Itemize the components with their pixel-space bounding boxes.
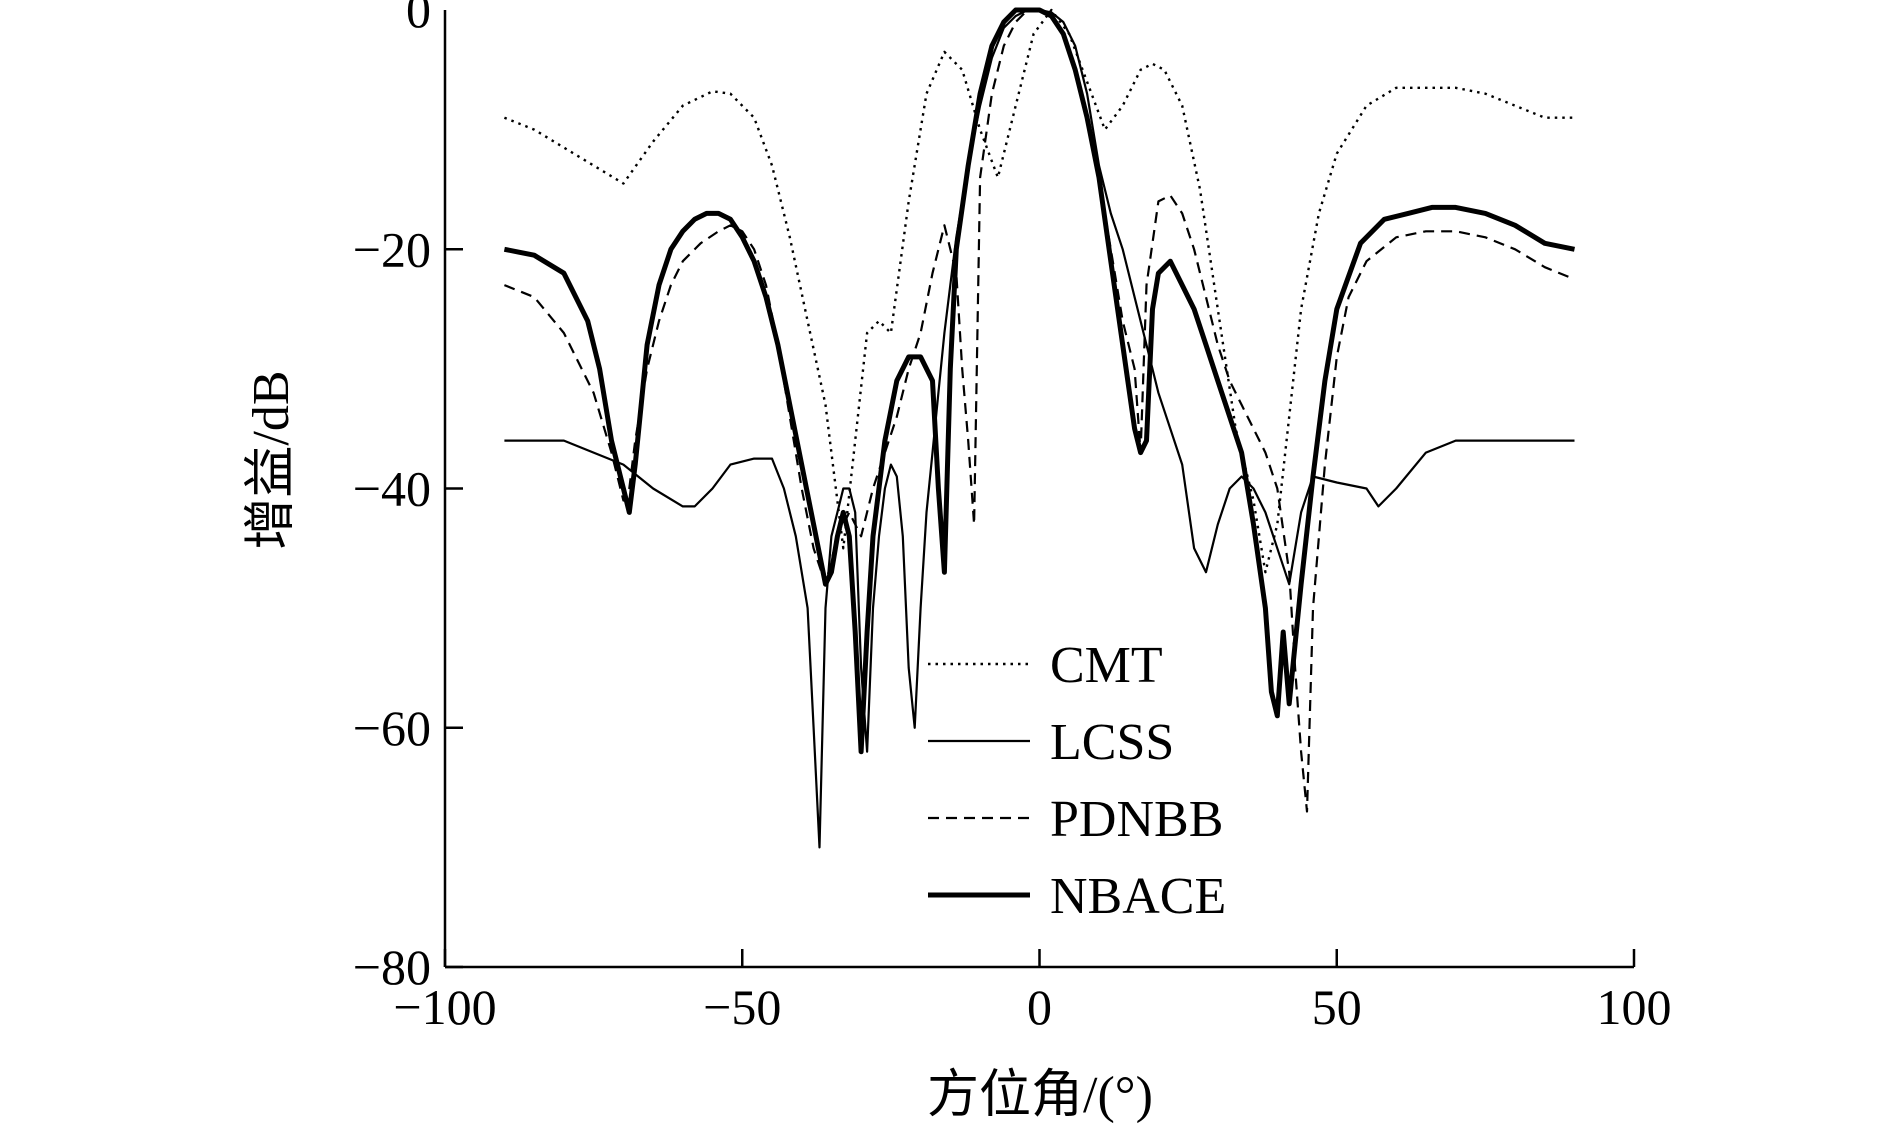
legend-label-nbace: NBACE bbox=[1050, 868, 1226, 925]
series-lines bbox=[503, 7, 1575, 849]
y-tick-label: 0 bbox=[406, 0, 431, 38]
series-line-nbace bbox=[503, 7, 1575, 755]
x-tick-label: −50 bbox=[703, 979, 781, 1035]
x-tick-label: 50 bbox=[1312, 979, 1362, 1035]
x-tick-label: 0 bbox=[1027, 979, 1052, 1035]
legend-label-pdnbb: PDNBB bbox=[1050, 791, 1223, 848]
series-line-pdnbb bbox=[503, 8, 1575, 813]
legend-label-lcss: LCSS bbox=[1050, 714, 1174, 771]
legend: CMT LCSS PDNBB NBACE bbox=[928, 637, 1226, 925]
y-tick-label: −20 bbox=[353, 221, 431, 277]
y-axis-title: 增益/dB bbox=[243, 370, 300, 549]
y-tick-label: −40 bbox=[353, 461, 431, 517]
x-tick-label: −100 bbox=[393, 979, 496, 1035]
x-axis-title: 方位角/(°) bbox=[927, 1067, 1153, 1124]
x-tick-label: 100 bbox=[1597, 979, 1672, 1035]
ticks: −100 −50 0 50 100 0 −20 −40 −60 −80 bbox=[353, 0, 1672, 1035]
y-tick-label: −60 bbox=[353, 700, 431, 756]
legend-label-cmt: CMT bbox=[1050, 637, 1163, 694]
y-tick-label: −80 bbox=[353, 939, 431, 995]
series-line-lcss bbox=[504, 8, 1575, 849]
series-line-cmt bbox=[503, 8, 1575, 574]
